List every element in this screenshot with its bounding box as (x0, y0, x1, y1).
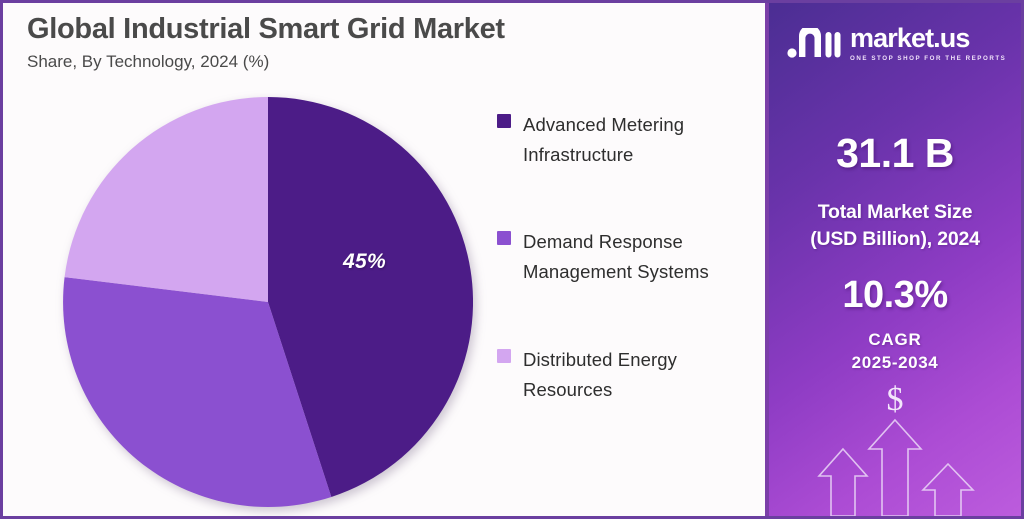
legend-item-label: Distributed Energy Resources (523, 348, 677, 400)
market-us-logo-mark-icon (787, 28, 841, 58)
arrow-up-left-icon (817, 447, 869, 516)
logo-text-block: market.us ONE STOP SHOP FOR THE REPORTS (850, 22, 1007, 62)
legend-item-distributed-energy-resources[interactable]: Distributed Energy Resources (497, 345, 759, 405)
stat-market-size-label-line2: (USD Billion), 2024 (810, 227, 980, 250)
dollar-sign-icon: $ (886, 381, 904, 418)
arrow-up-right-icon (921, 462, 975, 516)
chart-header: Global Industrial Smart Grid Market Shar… (27, 13, 727, 73)
stat-market-size-label-line1: Total Market Size (817, 201, 973, 223)
legend-item-demand-response-management-systems[interactable]: Demand Response Management Systems (497, 227, 759, 287)
stats-sidebar: market.us ONE STOP SHOP FOR THE REPORTS … (769, 3, 1021, 516)
legend-item-label: Demand Response Management Systems (523, 231, 709, 283)
legend-swatch-icon (497, 231, 511, 246)
pie-chart-svg (63, 97, 473, 507)
stat-cagr-label: CAGR (868, 330, 922, 349)
legend-swatch-icon (497, 114, 511, 128)
chart-legend: Advanced Metering Infrastructure Demand … (497, 110, 759, 462)
legend-item-label: Advanced Metering Infrastructure (523, 114, 685, 166)
stat-cagr-value: 10.3% (842, 274, 948, 316)
legend-item-advanced-metering-infrastructure[interactable]: Advanced Metering Infrastructure (497, 110, 759, 170)
pie-chart: 45% (63, 97, 476, 511)
pie-slice-value-label: 45% (343, 250, 386, 273)
stat-market-size-label: Total Market Size (USD Billion), 2024 (769, 199, 1021, 252)
growth-arrows-graphic: $ (769, 371, 1021, 516)
stat-cagr-period: 2025-2034 (851, 353, 939, 372)
panel-divider (765, 3, 769, 516)
pie-slice-demand-response-management-systems[interactable] (63, 277, 332, 507)
brand-logo[interactable]: market.us ONE STOP SHOP FOR THE REPORTS (787, 24, 1005, 64)
legend-swatch-icon (497, 348, 511, 363)
chart-subtitle: Share, By Technology, 2024 (%) (27, 52, 270, 72)
pie-slice-advanced-metering-infrastructure[interactable] (268, 97, 473, 497)
chart-panel: Global Industrial Smart Grid Market Shar… (3, 3, 765, 516)
logo-wordmark: market.us (850, 22, 970, 53)
growth-arrows-svg (817, 418, 975, 516)
arrow-up-center-icon (867, 418, 923, 516)
stat-market-size-value: 31.1 B (836, 130, 954, 176)
pie-slice-distributed-energy-resources[interactable] (64, 97, 268, 302)
page-title: Global Industrial Smart Grid Market (27, 13, 505, 45)
logo-tagline: ONE STOP SHOP FOR THE REPORTS (850, 54, 1007, 62)
